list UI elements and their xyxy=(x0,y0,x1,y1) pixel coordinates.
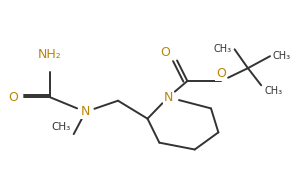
Text: CH₃: CH₃ xyxy=(52,121,71,132)
Text: O: O xyxy=(8,91,18,104)
Text: CH₃: CH₃ xyxy=(264,86,282,96)
Text: CH₃: CH₃ xyxy=(214,44,232,54)
Text: N: N xyxy=(81,105,90,118)
Text: CH₃: CH₃ xyxy=(273,51,291,61)
Text: O: O xyxy=(216,67,226,80)
Text: NH₂: NH₂ xyxy=(38,48,62,61)
Text: O: O xyxy=(160,46,170,59)
Text: N: N xyxy=(164,91,173,104)
